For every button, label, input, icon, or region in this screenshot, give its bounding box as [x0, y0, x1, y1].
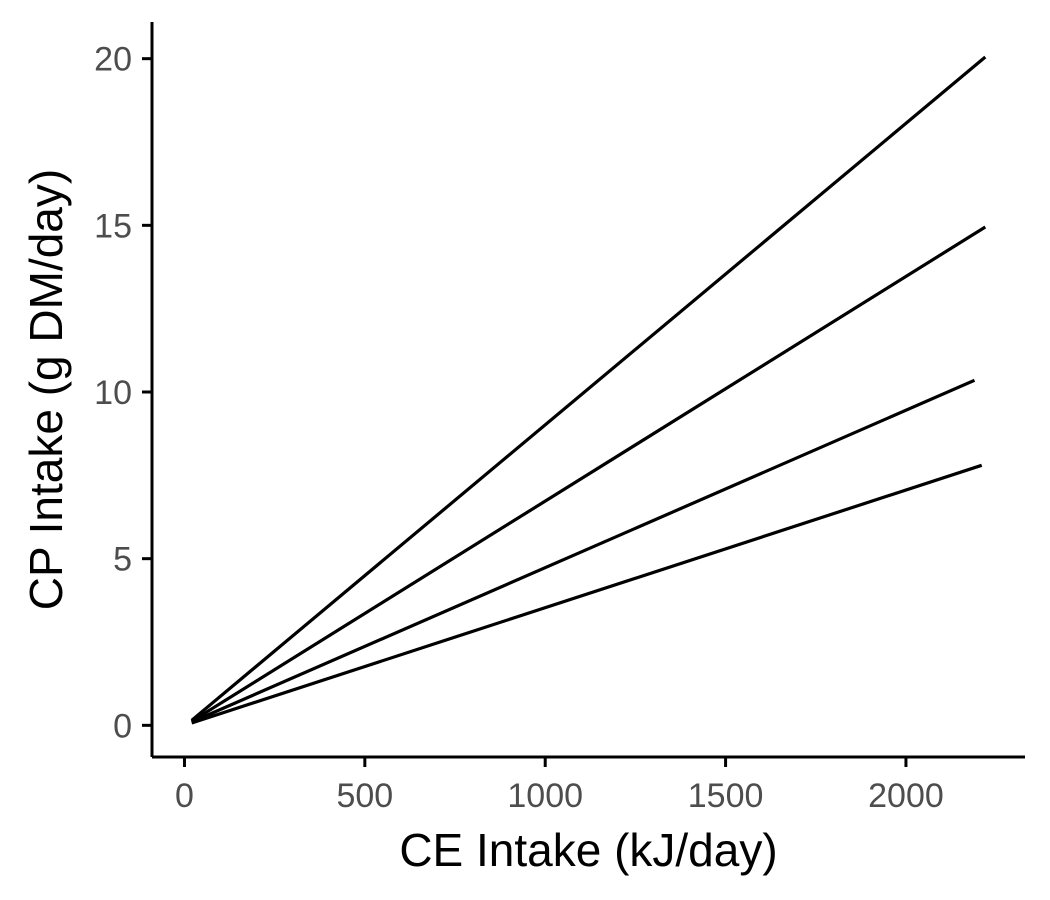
- y-tick-label: 0: [113, 707, 132, 745]
- x-tick-label: 2000: [868, 777, 944, 815]
- y-tick-label: 20: [94, 41, 132, 79]
- x-tick-label: 1000: [507, 777, 583, 815]
- series-line-2: [190, 225, 987, 723]
- series-line-1: [190, 55, 987, 722]
- y-tick-label: 15: [94, 207, 132, 245]
- x-axis-title: CE Intake (kJ/day): [399, 824, 777, 876]
- x-tick-label: 500: [336, 777, 393, 815]
- y-tick-label: 5: [113, 541, 132, 579]
- y-axis-title: CP Intake (g DM/day): [20, 169, 72, 610]
- series-line-4: [191, 463, 983, 725]
- y-axis: 0 5 10 15 20: [94, 22, 154, 757]
- series-layer: [190, 55, 987, 725]
- x-tick-label: 0: [175, 777, 194, 815]
- x-tick-label: 1500: [688, 777, 764, 815]
- series-line-3: [191, 378, 976, 724]
- y-tick-label: 10: [94, 374, 132, 412]
- x-axis: 0 500 1000 1500 2000: [152, 755, 1025, 815]
